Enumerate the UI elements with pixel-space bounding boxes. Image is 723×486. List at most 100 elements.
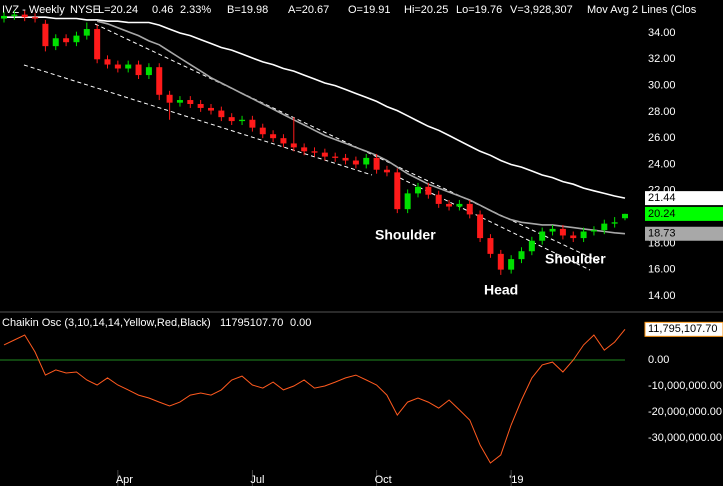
candle-body: [301, 147, 308, 152]
value-tag-label: 11,795,107.70: [648, 323, 718, 335]
header-item: Lo=19.76: [456, 4, 502, 16]
candle-body: [528, 240, 535, 252]
candle-body: [156, 67, 163, 95]
candle-body: [342, 157, 349, 161]
candle-body: [63, 38, 70, 43]
candle-body: [404, 193, 411, 210]
x-tick-label: Oct: [375, 474, 392, 486]
candle-body: [622, 213, 628, 219]
candle-body: [21, 14, 28, 18]
candle-body: [290, 143, 297, 148]
value-tag: [645, 191, 723, 206]
x-tick-label: Jul: [250, 474, 264, 486]
candle-body: [135, 64, 142, 76]
candle-body: [73, 35, 80, 43]
candle-body: [94, 29, 101, 60]
y-tick-label: 14.00: [648, 290, 676, 302]
value-tag-label: 20.24: [648, 208, 676, 220]
moving-average: [96, 20, 626, 235]
candle-body: [446, 203, 453, 207]
header-item: NYSE: [70, 4, 100, 16]
header-item: 0.46: [152, 4, 173, 16]
candle-body: [32, 17, 39, 19]
trend-line: [23, 64, 373, 176]
indicator-title: Chaikin Osc (3,10,14,14,Yellow,Red,Black…: [2, 317, 211, 329]
candle-body: [508, 259, 515, 270]
candle-body: [176, 100, 183, 103]
indicator-value: 11795107.70: [220, 317, 283, 329]
candle-body: [11, 14, 18, 16]
candle-body: [145, 67, 152, 76]
candle-body: [197, 103, 204, 108]
candle-body: [456, 203, 463, 207]
candle-body: [435, 194, 442, 204]
candle-body: [518, 251, 525, 260]
candle-body: [363, 157, 370, 165]
candle-body: [549, 228, 556, 232]
candle-body: [259, 127, 266, 135]
y-tick-label: -30,000,000.00: [648, 432, 722, 444]
candle-body: [228, 117, 235, 122]
candle-body: [352, 160, 359, 165]
y-tick-label: -10,000,000.00: [648, 380, 722, 392]
header-item: 2.33%: [180, 4, 211, 16]
candle-body: [166, 94, 173, 103]
candle-body: [601, 223, 608, 231]
value-tag-label: 21.44: [648, 192, 676, 204]
candle-body: [208, 107, 214, 111]
y-tick-label: -20,000,000.00: [648, 406, 722, 418]
value-tag: [645, 226, 723, 241]
y-tick-label: 16.00: [648, 264, 676, 276]
x-tick-label: Apr: [116, 474, 133, 486]
annotation: Shoulder: [375, 227, 436, 243]
header-item: B=19.98: [227, 4, 268, 16]
trend-line: [94, 23, 601, 263]
candle-body: [383, 169, 390, 173]
candle-body: [321, 152, 328, 157]
candle-body: [104, 59, 111, 65]
candle-body: [83, 29, 90, 36]
candle-body: [187, 100, 194, 104]
trend-line: [399, 177, 591, 271]
header-item: L=20.24: [98, 4, 138, 16]
y-tick-label: 34.00: [648, 27, 676, 39]
value-tag: [644, 321, 723, 337]
y-tick-label: 32.00: [648, 53, 676, 65]
candle-body: [466, 203, 473, 215]
value-tag-label: 18.73: [648, 228, 676, 240]
candle-body: [394, 172, 401, 210]
y-tick-label: 24.00: [648, 158, 676, 170]
header-item: A=20.67: [288, 4, 329, 16]
candle-body: [125, 64, 132, 69]
candle-body: [332, 156, 339, 158]
y-tick-label: 0.00: [648, 354, 669, 366]
header-item: IVZ - Weekly: [2, 4, 65, 16]
candle-body: [42, 23, 49, 47]
y-tick-label: 26.00: [648, 132, 676, 144]
header-item: Hi=20.25: [404, 4, 448, 16]
candle-body: [559, 228, 566, 236]
candle-body: [270, 134, 277, 139]
candle-body: [425, 186, 432, 195]
candle-body: [477, 214, 484, 239]
moving-average: [4, 16, 626, 199]
candle-body: [1, 15, 7, 19]
candle-body: [114, 64, 121, 69]
header-item: V=3,928,307: [510, 4, 573, 16]
candle-body: [280, 138, 287, 144]
oscillator-line: [3, 328, 626, 464]
header-item: Mov Avg 2 Lines (Clos: [587, 4, 697, 16]
value-tag: [645, 206, 723, 221]
candle-body: [580, 231, 587, 239]
candle-body: [52, 38, 59, 47]
candle-body: [218, 110, 225, 118]
annotation: Head: [484, 282, 518, 298]
candle-body: [239, 119, 246, 122]
candle-body: [249, 119, 256, 128]
annotation: Shoulder: [545, 251, 606, 267]
candle-body: [373, 157, 380, 170]
x-tick-label: '19: [509, 474, 523, 486]
candle-body: [539, 231, 546, 241]
candle-body: [497, 253, 504, 270]
